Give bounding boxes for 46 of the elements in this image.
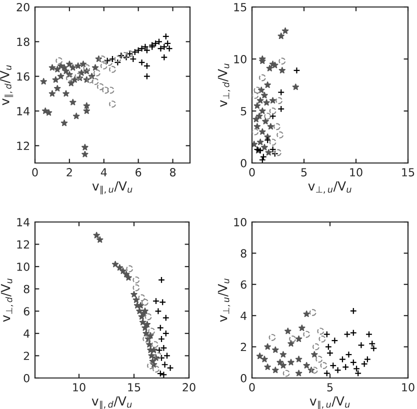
x-tick-label: 10 (350, 168, 362, 176)
y-tick-label: 20 (16, 2, 30, 12)
x-tick-label: 0 (32, 168, 38, 176)
y-tick-label: 10 (234, 54, 246, 64)
y-tick-label: 5 (240, 107, 246, 116)
x-tick-label: 5 (327, 383, 333, 392)
x-tick-label: 10 (402, 383, 414, 392)
x-axis-title: v$_{∥,u}$/V$_{u}$ (92, 181, 132, 194)
y-tick-label: 16 (17, 72, 30, 81)
y-tick-label: 2 (24, 352, 30, 360)
y-tick-label: 0 (240, 158, 246, 168)
x-tick-label: 4 (100, 168, 107, 176)
x-tick-label: 20 (182, 383, 196, 392)
x-tick-label: 15 (402, 168, 414, 176)
y-tick-label: 8 (240, 249, 246, 258)
x-axis-title: v$_{∥,d}$/V$_{u}$ (92, 396, 132, 409)
y-tick-label: 10 (234, 218, 246, 226)
y-axis-title: v$_{∥,d}$/V$_{u}$ (0, 65, 14, 106)
y-axis-title: v$_{⊥,d}$/V$_{u}$ (218, 64, 230, 107)
y-tick-label: 6 (240, 280, 246, 289)
x-tick-label: 5 (301, 168, 307, 176)
x-tick-label: 6 (136, 168, 142, 176)
x-tick-label: 2 (66, 168, 72, 176)
y-tick-label: 10 (17, 262, 30, 271)
y-tick-label: 6 (24, 307, 30, 316)
x-tick-label: 10 (73, 383, 86, 392)
y-tick-label: 18 (17, 38, 30, 46)
y-tick-label: 14 (17, 218, 30, 226)
x-axis-title: v$_{∥,u}$/V$_{u}$ (310, 396, 350, 409)
y-axis-title: v$_{⊥,u}$/V$_{u}$ (218, 278, 230, 322)
x-tick-label: 0 (249, 168, 255, 176)
y-tick-label: 2 (240, 342, 246, 352)
y-tick-label: 4 (24, 330, 30, 338)
y-tick-label: 0 (240, 374, 246, 382)
y-tick-label: 15 (234, 3, 246, 12)
x-tick-label: 0 (249, 383, 255, 392)
y-axis-title: v$_{⊥,d}$/V$_{u}$ (0, 278, 14, 322)
y-tick-label: 0 (24, 374, 30, 382)
y-tick-label: 8 (24, 284, 30, 294)
y-tick-label: 12 (17, 240, 30, 249)
y-tick-label: 12 (17, 142, 30, 150)
x-tick-label: 15 (128, 383, 140, 392)
y-tick-label: 4 (240, 312, 247, 320)
y-tick-label: 14 (17, 107, 30, 116)
x-tick-label: 8 (170, 168, 176, 176)
x-axis-title: v$_{⊥,u}$/V$_{u}$ (308, 181, 352, 194)
